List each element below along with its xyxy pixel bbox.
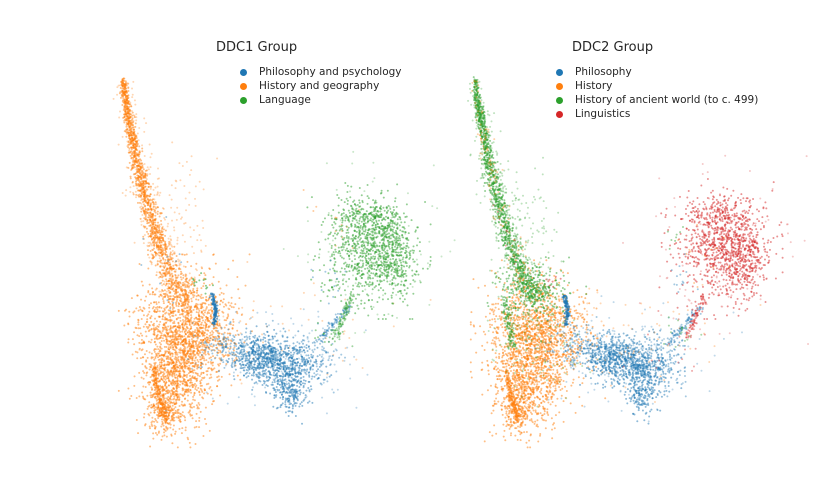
legend-item-label: Language xyxy=(259,94,311,106)
legend-marker-icon xyxy=(240,96,247,104)
ddc2-legend: Philosophy History History of ancient wo… xyxy=(556,65,758,121)
legend-marker-icon xyxy=(556,96,563,104)
legend-marker-icon xyxy=(240,68,247,76)
legend-item-label: History and geography xyxy=(259,80,380,92)
legend-item-history-of-ancient-world: History of ancient world (to c. 499) xyxy=(556,93,758,107)
plot-title-ddc2: DDC2 Group xyxy=(572,40,654,55)
legend-item-linguistics: Linguistics xyxy=(556,107,758,121)
ddc1-legend: Philosophy and psychology History and ge… xyxy=(240,65,402,107)
plot-title-ddc1: DDC1 Group xyxy=(216,40,298,55)
legend-marker-icon xyxy=(240,82,247,90)
legend-item-label: Philosophy and psychology xyxy=(259,66,402,78)
legend-item-history: History xyxy=(556,79,758,93)
legend-marker-icon xyxy=(556,110,563,118)
legend-item-label: History xyxy=(575,80,613,92)
legend-item-label: Linguistics xyxy=(575,108,631,120)
legend-marker-icon xyxy=(556,68,563,76)
legend-item-philosophy-and-psychology: Philosophy and psychology xyxy=(240,65,402,79)
legend-item-label: Philosophy xyxy=(575,66,632,78)
legend-item-philosophy: Philosophy xyxy=(556,65,758,79)
legend-marker-icon xyxy=(556,82,563,90)
legend-item-history-and-geography: History and geography xyxy=(240,79,402,93)
legend-item-label: History of ancient world (to c. 499) xyxy=(575,94,759,106)
legend-item-language: Language xyxy=(240,93,402,107)
